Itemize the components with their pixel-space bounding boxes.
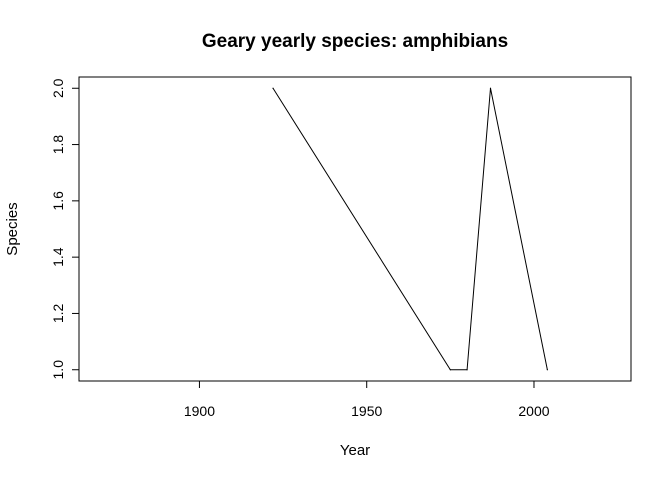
y-tick-label: 1.0 — [50, 360, 66, 380]
y-tick-label: 1.2 — [50, 304, 66, 324]
data-point — [272, 87, 274, 89]
data-point — [449, 369, 451, 371]
x-tick-label: 1900 — [184, 403, 215, 419]
y-tick-label: 1.6 — [50, 191, 66, 211]
series-layer — [272, 87, 548, 371]
x-tick-label: 2000 — [518, 403, 549, 419]
y-tick-label: 2.0 — [50, 78, 66, 98]
x-tick-label: 1950 — [351, 403, 382, 419]
data-point — [546, 369, 548, 371]
plot-area-box — [78, 76, 632, 382]
data-point — [489, 87, 492, 89]
y-tick-label: 1.4 — [50, 247, 66, 267]
x-axis: 1900 1950 2000 — [184, 380, 550, 419]
y-axis-label: Species — [4, 202, 21, 255]
series-line — [272, 87, 548, 371]
data-point — [466, 369, 468, 371]
x-axis-label: Year — [340, 442, 370, 459]
y-tick-label: 1.8 — [50, 135, 66, 155]
chart-title: Geary yearly species: amphibians — [202, 31, 508, 52]
y-axis: 1.0 1.2 1.4 1.6 1.8 2.0 — [50, 78, 80, 380]
